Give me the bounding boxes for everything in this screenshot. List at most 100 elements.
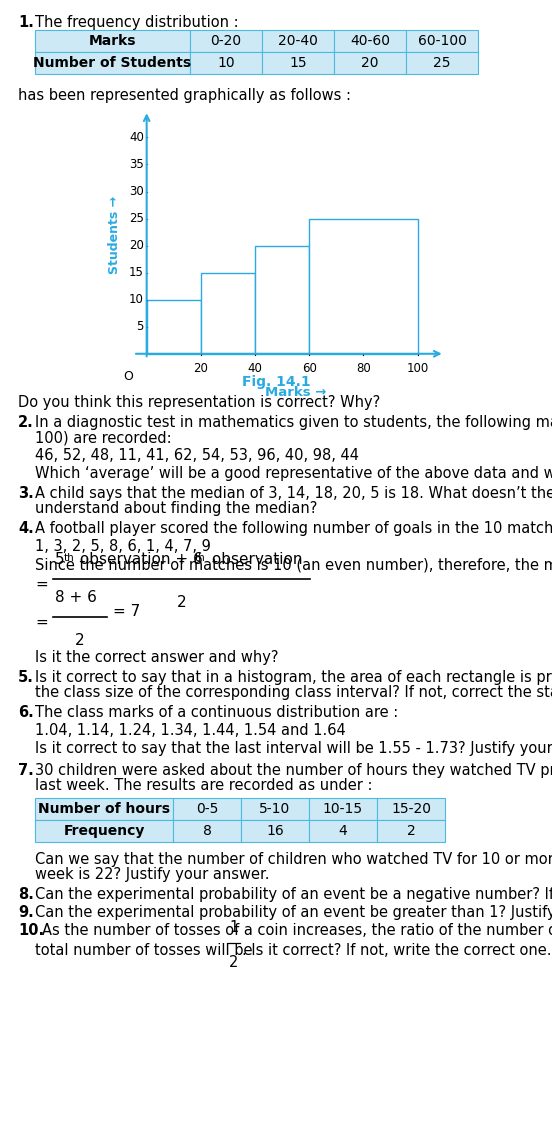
Text: 4.: 4. <box>18 521 34 536</box>
Text: 15: 15 <box>289 56 307 71</box>
Bar <box>334 52 406 74</box>
Text: 10: 10 <box>129 294 144 306</box>
Text: =: = <box>35 615 48 630</box>
Bar <box>309 218 417 354</box>
Text: . Is it correct? If not, write the correct one.: . Is it correct? If not, write the corre… <box>242 943 551 958</box>
Text: 5.: 5. <box>18 670 34 685</box>
Text: 4: 4 <box>338 824 347 838</box>
Bar <box>262 52 334 74</box>
Text: 8 + 6: 8 + 6 <box>55 589 97 605</box>
Text: 20: 20 <box>129 239 144 253</box>
Text: 10.: 10. <box>18 923 44 938</box>
Bar <box>255 246 309 354</box>
Text: 2.: 2. <box>18 415 34 430</box>
Text: total number of tosses will be: total number of tosses will be <box>35 943 252 958</box>
Text: observation: observation <box>207 552 302 567</box>
Bar <box>309 820 377 842</box>
Bar <box>147 299 201 354</box>
Bar <box>241 798 309 820</box>
Text: has been represented graphically as follows :: has been represented graphically as foll… <box>18 88 351 104</box>
Text: 46, 52, 48, 11, 41, 62, 54, 53, 96, 40, 98, 44: 46, 52, 48, 11, 41, 62, 54, 53, 96, 40, … <box>35 448 359 463</box>
Text: 7.: 7. <box>18 762 34 778</box>
Text: th: th <box>195 553 206 563</box>
Text: The class marks of a continuous distribution are :: The class marks of a continuous distribu… <box>35 706 398 720</box>
Bar <box>241 820 309 842</box>
Text: Is it the correct answer and why?: Is it the correct answer and why? <box>35 650 279 665</box>
Text: 20: 20 <box>193 362 208 374</box>
Text: Which ‘average’ will be a good representative of the above data and why?: Which ‘average’ will be a good represent… <box>35 465 552 481</box>
Bar <box>262 30 334 52</box>
Bar <box>35 820 173 842</box>
Text: Can the experimental probability of an event be a negative number? If not, why?: Can the experimental probability of an e… <box>35 887 552 902</box>
Text: 5: 5 <box>55 552 65 567</box>
Text: 20: 20 <box>361 56 379 71</box>
Text: 40: 40 <box>129 131 144 143</box>
Text: 60: 60 <box>302 362 317 374</box>
Text: 10-15: 10-15 <box>323 802 363 816</box>
Text: 1.: 1. <box>18 15 34 30</box>
Text: 2: 2 <box>229 955 238 970</box>
Text: Number of Students: Number of Students <box>34 56 192 71</box>
Text: = 7: = 7 <box>113 603 140 618</box>
Text: 25: 25 <box>433 56 451 71</box>
Text: 6.: 6. <box>18 706 34 720</box>
Text: 40: 40 <box>247 362 262 374</box>
Text: The frequency distribution :: The frequency distribution : <box>35 15 238 30</box>
Text: 5: 5 <box>136 320 144 333</box>
Text: 20-40: 20-40 <box>278 34 318 48</box>
Text: 10: 10 <box>217 56 235 71</box>
Text: observation + 6: observation + 6 <box>75 552 203 567</box>
Text: 1.04, 1.14, 1.24, 1.34, 1.44, 1.54 and 1.64: 1.04, 1.14, 1.24, 1.34, 1.44, 1.54 and 1… <box>35 723 346 739</box>
Text: O: O <box>123 370 133 384</box>
Text: 40-60: 40-60 <box>350 34 390 48</box>
Bar <box>406 30 478 52</box>
Bar <box>35 798 173 820</box>
Text: A football player scored the following number of goals in the 10 matches :: A football player scored the following n… <box>35 521 552 536</box>
Text: =: = <box>35 577 48 592</box>
Text: the class size of the corresponding class interval? If not, correct the statemen: the class size of the corresponding clas… <box>35 685 552 700</box>
Text: Do you think this representation is correct? Why?: Do you think this representation is corr… <box>18 395 380 410</box>
Text: Can we say that the number of children who watched TV for 10 or more hours a: Can we say that the number of children w… <box>35 852 552 867</box>
Text: 80: 80 <box>356 362 371 374</box>
Text: 25: 25 <box>129 212 144 225</box>
Text: 100: 100 <box>406 362 428 374</box>
Text: Is it correct to say that in a histogram, the area of each rectangle is proporti: Is it correct to say that in a histogram… <box>35 670 552 685</box>
Bar <box>173 798 241 820</box>
Bar <box>35 30 190 52</box>
Bar <box>201 273 255 354</box>
Text: 0-20: 0-20 <box>210 34 242 48</box>
Text: 15-20: 15-20 <box>391 802 431 816</box>
Text: In a diagnostic test in mathematics given to students, the following marks (out : In a diagnostic test in mathematics give… <box>35 415 552 430</box>
Bar <box>173 820 241 842</box>
Text: Students →: Students → <box>108 196 121 274</box>
Text: 1: 1 <box>230 920 238 935</box>
Text: Marks →: Marks → <box>265 386 326 399</box>
Text: 8: 8 <box>203 824 211 838</box>
Text: 3.: 3. <box>18 486 34 501</box>
Text: 2: 2 <box>407 824 415 838</box>
Text: Since the number of matches is 10 (an even number), therefore, the median: Since the number of matches is 10 (an ev… <box>35 556 552 572</box>
Text: 30 children were asked about the number of hours they watched TV programmes: 30 children were asked about the number … <box>35 762 552 778</box>
Text: 2: 2 <box>177 595 187 610</box>
Text: last week. The results are recorded as under :: last week. The results are recorded as u… <box>35 778 373 793</box>
Text: 5-10: 5-10 <box>259 802 290 816</box>
Bar <box>406 52 478 74</box>
Text: 8.: 8. <box>18 887 34 902</box>
Text: Is it correct to say that the last interval will be 1.55 - 1.73? Justify your an: Is it correct to say that the last inter… <box>35 741 552 756</box>
Text: 2: 2 <box>75 633 85 648</box>
Bar <box>334 30 406 52</box>
Text: understand about finding the median?: understand about finding the median? <box>35 501 317 516</box>
Text: 30: 30 <box>129 185 144 198</box>
Text: 16: 16 <box>266 824 284 838</box>
Text: 9.: 9. <box>18 905 34 920</box>
Text: Frequency: Frequency <box>63 824 145 838</box>
Text: 1, 3, 2, 5, 8, 6, 1, 4, 7, 9: 1, 3, 2, 5, 8, 6, 1, 4, 7, 9 <box>35 539 211 554</box>
Text: Marks: Marks <box>89 34 136 48</box>
Bar <box>309 798 377 820</box>
Text: Can the experimental probability of an event be greater than 1? Justify your anw: Can the experimental probability of an e… <box>35 905 552 920</box>
Text: As the number of tosses of a coin increases, the ratio of the number of heads to: As the number of tosses of a coin increa… <box>42 923 552 938</box>
Text: 0-5: 0-5 <box>196 802 218 816</box>
Text: 60-100: 60-100 <box>417 34 466 48</box>
Text: Number of hours: Number of hours <box>38 802 170 816</box>
Bar <box>377 820 445 842</box>
